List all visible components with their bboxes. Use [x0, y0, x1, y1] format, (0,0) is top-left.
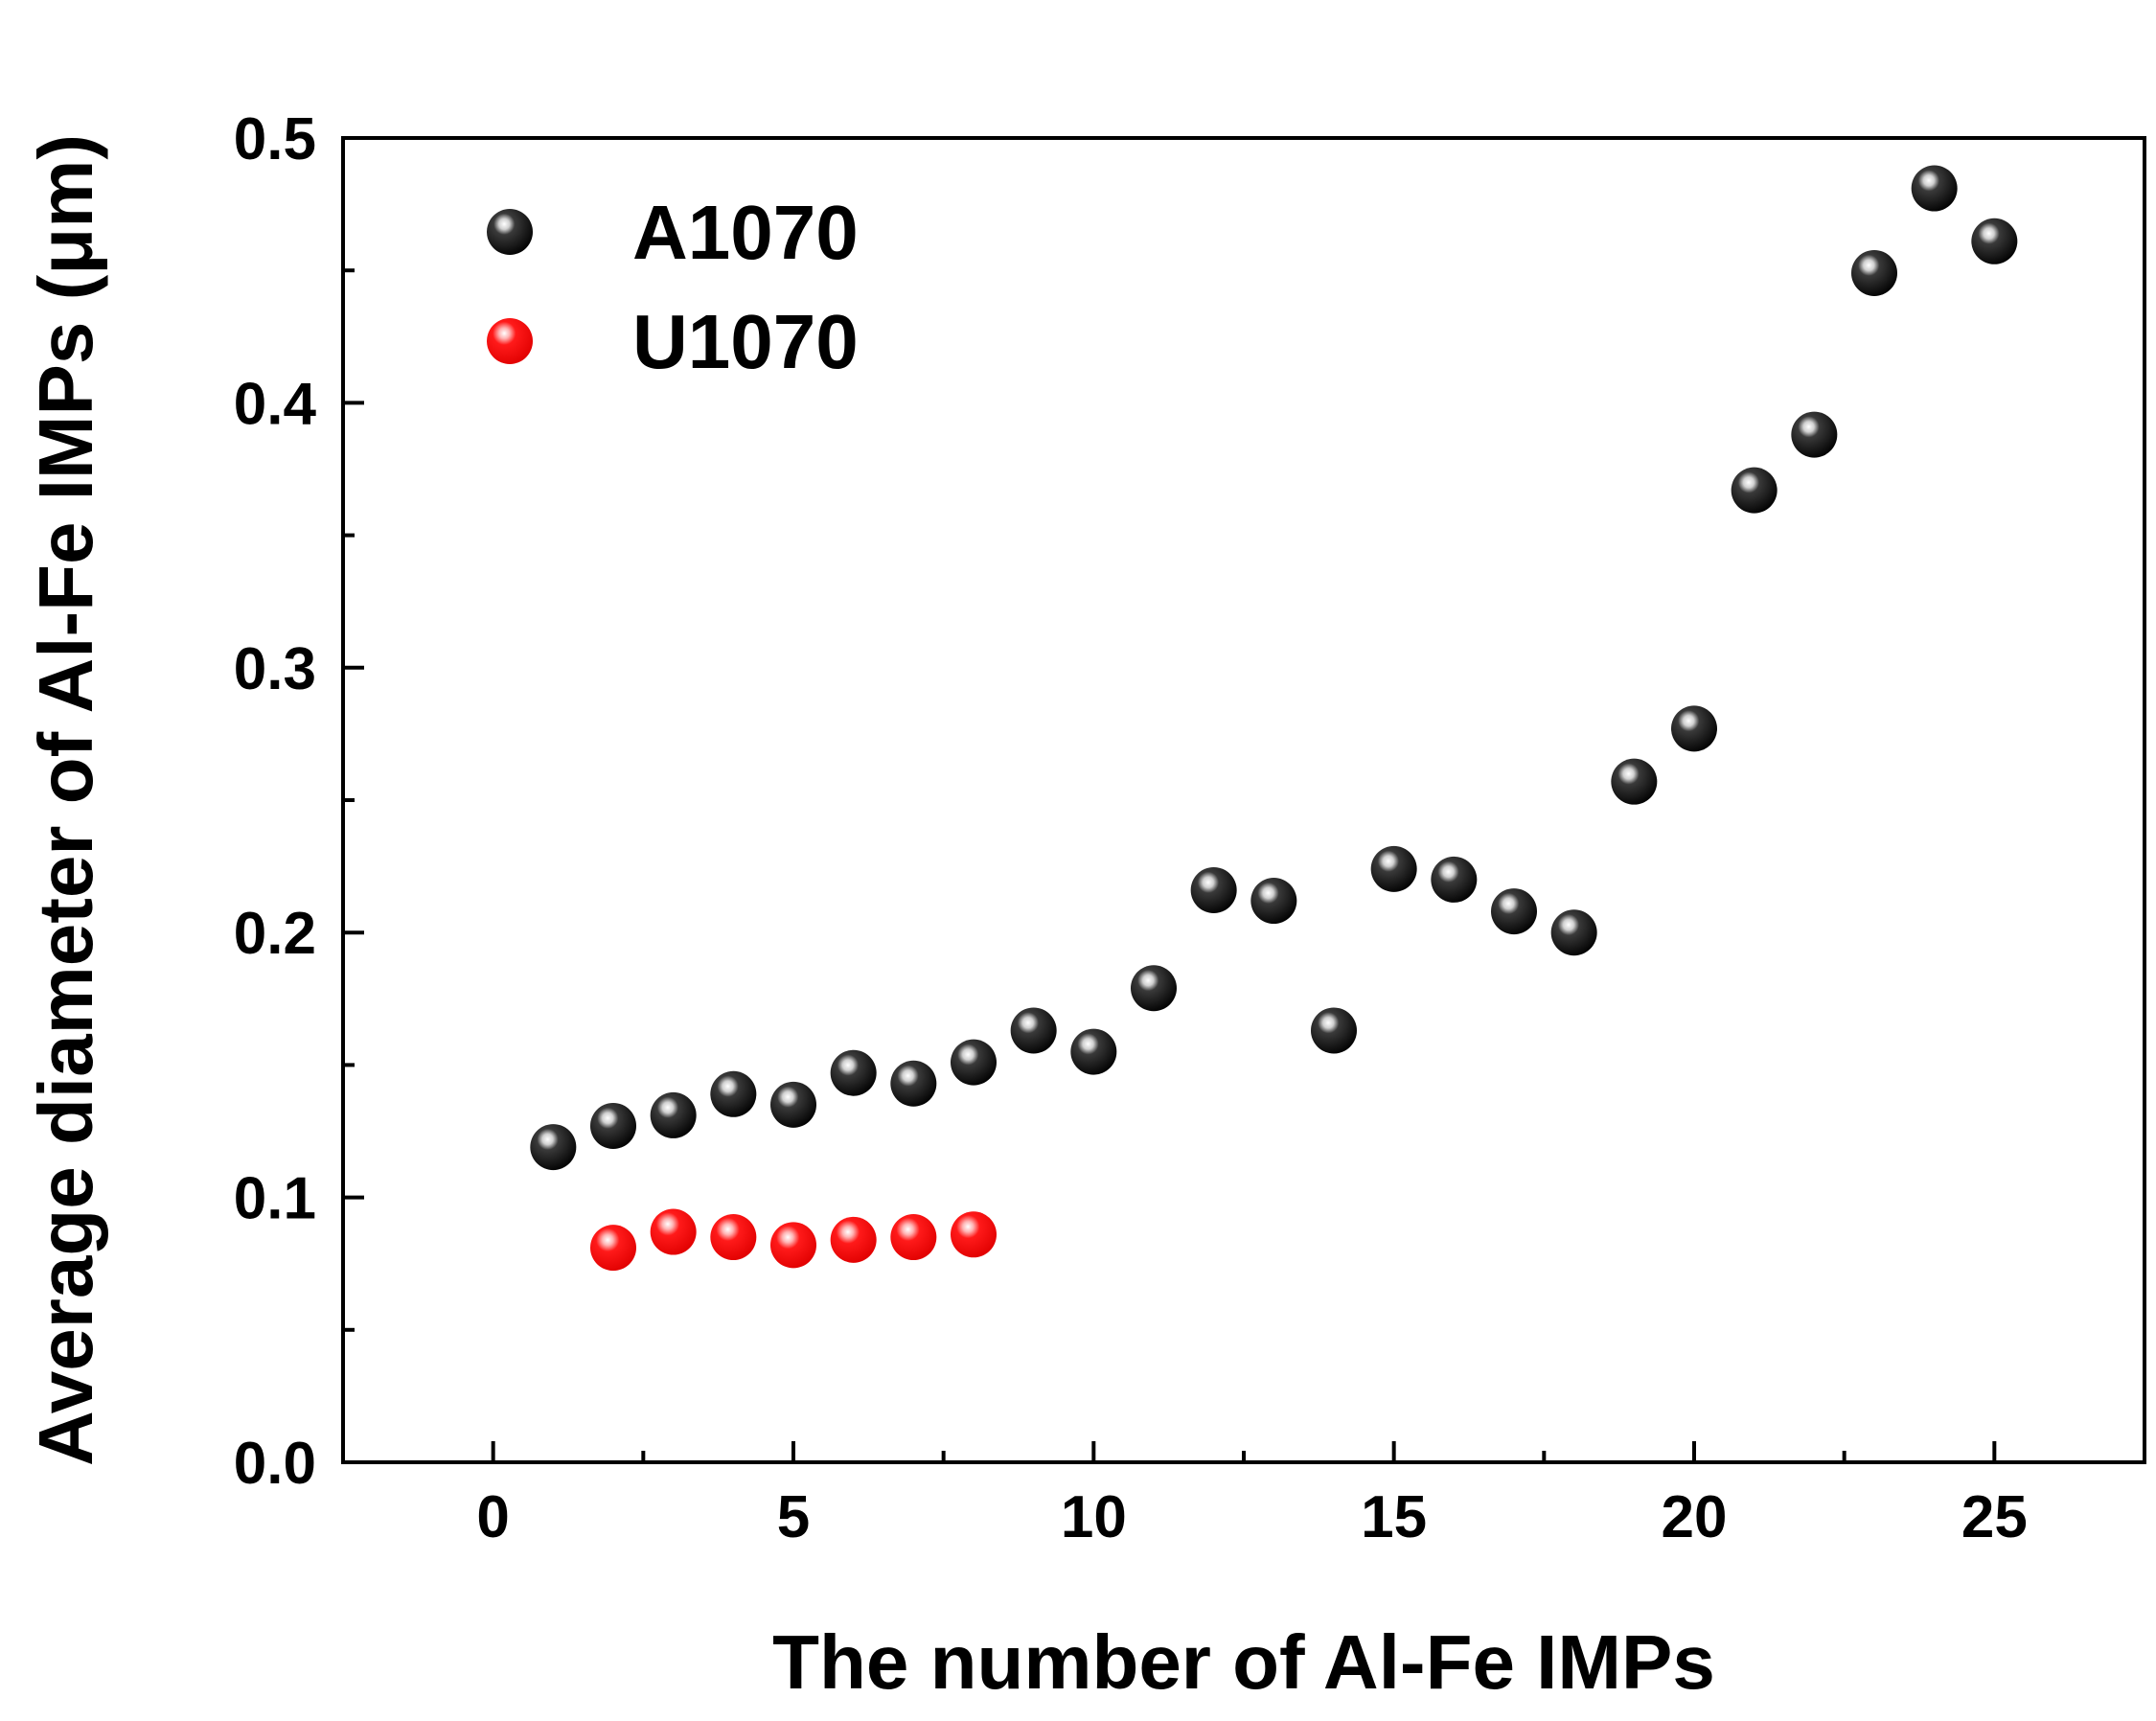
- point-a1070: [1431, 856, 1478, 903]
- point-u1070: [890, 1214, 937, 1261]
- point-u1070: [830, 1216, 877, 1263]
- y-tick-label: 0.0: [234, 1431, 316, 1497]
- y-tick-label: 0.2: [234, 901, 316, 967]
- point-a1070: [830, 1049, 877, 1096]
- point-a1070: [890, 1060, 937, 1107]
- legend-item-u1070: U1070: [487, 299, 859, 384]
- point-a1070: [1311, 1007, 1357, 1054]
- point-a1070: [710, 1070, 757, 1117]
- x-axis-ticks: 0 5 10 15 20 25: [341, 1441, 2146, 1550]
- x-tick-label: 15: [1361, 1484, 1427, 1550]
- point-a1070: [1131, 965, 1177, 1012]
- point-a1070: [1911, 165, 1958, 212]
- point-a1070: [1851, 249, 1897, 296]
- point-u1070: [951, 1211, 997, 1258]
- point-u1070: [770, 1222, 816, 1269]
- x-axis-title: The number of Al-Fe IMPs: [772, 1619, 1715, 1705]
- point-a1070: [530, 1124, 577, 1171]
- x-tick-label: 10: [1061, 1484, 1127, 1550]
- point-a1070: [590, 1102, 636, 1149]
- y-tick-label: 0.5: [234, 106, 316, 172]
- point-a1070: [1190, 866, 1237, 913]
- y-axis-ticks: 0.0 0.1 0.2 0.3 0.4 0.5: [234, 106, 364, 1497]
- legend-item-a1070: A1070: [487, 190, 859, 275]
- point-u1070: [590, 1225, 636, 1272]
- y-axis-title: Average diameter of Al-Fe IMPs (μm): [23, 134, 108, 1466]
- point-a1070: [1550, 909, 1597, 956]
- point-a1070: [1250, 878, 1297, 925]
- x-tick-label: 0: [476, 1484, 509, 1550]
- point-a1070: [770, 1081, 816, 1128]
- point-a1070: [1491, 888, 1537, 935]
- x-tick-label: 25: [1961, 1484, 2028, 1550]
- point-a1070: [1791, 411, 1838, 458]
- point-u1070: [650, 1208, 697, 1255]
- legend-label-u1070: U1070: [632, 299, 859, 384]
- legend-marker-a1070: [487, 209, 533, 255]
- point-a1070: [1671, 705, 1717, 752]
- y-tick-label: 0.1: [234, 1166, 316, 1232]
- point-a1070: [1971, 218, 2018, 264]
- y-tick-label: 0.3: [234, 636, 316, 702]
- point-a1070: [951, 1039, 997, 1086]
- point-a1070: [1370, 845, 1417, 892]
- legend: A1070 U1070: [487, 190, 859, 384]
- y-tick-label: 0.4: [234, 371, 317, 437]
- point-a1070: [1010, 1007, 1057, 1054]
- point-a1070: [1611, 758, 1658, 805]
- x-tick-label: 5: [777, 1484, 810, 1550]
- x-tick-label: 20: [1662, 1484, 1728, 1550]
- legend-label-a1070: A1070: [632, 190, 859, 275]
- point-a1070: [650, 1091, 697, 1138]
- point-a1070: [1731, 467, 1778, 514]
- data-points: [530, 165, 2018, 1272]
- legend-marker-u1070: [487, 318, 533, 364]
- point-u1070: [710, 1214, 757, 1261]
- point-a1070: [1070, 1028, 1117, 1075]
